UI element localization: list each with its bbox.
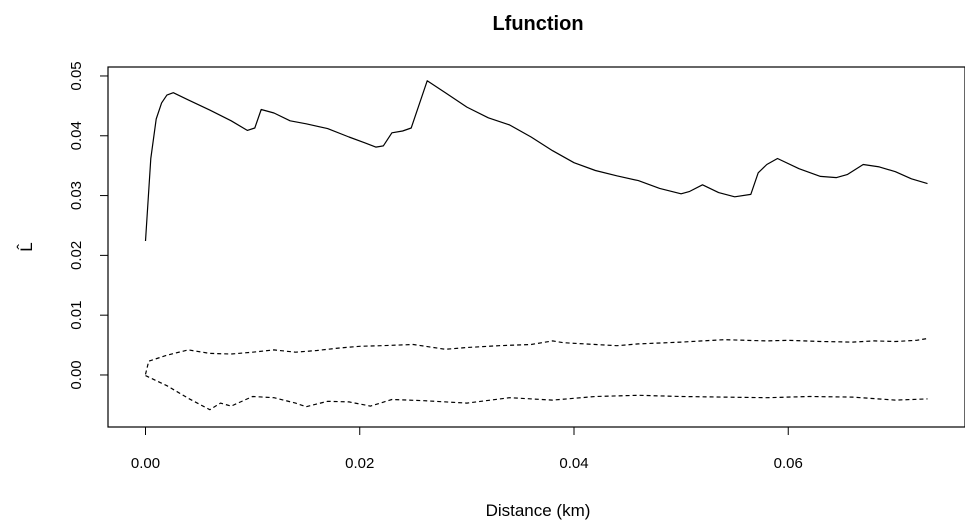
- y-tick-label: 0.02: [68, 241, 85, 270]
- observed-l-line: [144, 80, 928, 242]
- envelope-line-2: [145, 375, 928, 411]
- y-tick-label: 0.03: [68, 181, 85, 210]
- x-tick-label: 0.06: [774, 455, 803, 472]
- x-tick-label: 0.02: [345, 455, 374, 472]
- y-tick-label: 0.04: [68, 121, 85, 150]
- envelope-line-1: [144, 337, 928, 375]
- y-tick-label: 0.01: [68, 301, 85, 330]
- chart-title: Lfunction: [492, 13, 583, 35]
- x-tick-label: 0.00: [131, 455, 160, 472]
- x-axis: 0.00 0.02 0.04 0.06: [131, 426, 803, 472]
- y-tick-label: 0.00: [68, 360, 85, 389]
- plot-frame: [107, 66, 965, 428]
- y-tick-label: 0.05: [68, 61, 85, 90]
- y-axis-label: L̂: [16, 242, 36, 251]
- series-lines: [144, 80, 928, 411]
- y-axis: 0.00 0.01 0.02 0.03 0.04 0.05: [68, 61, 109, 390]
- x-tick-label: 0.04: [559, 455, 588, 472]
- x-axis-label: Distance (km): [486, 501, 591, 520]
